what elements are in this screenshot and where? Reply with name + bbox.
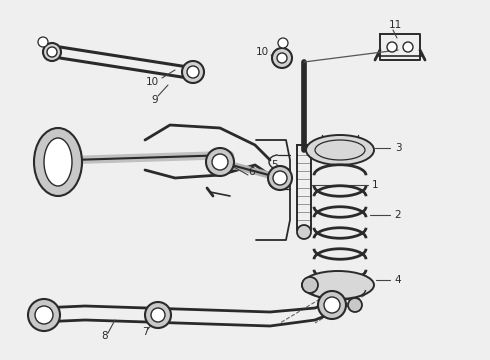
- Circle shape: [403, 42, 413, 52]
- Text: 1: 1: [372, 180, 378, 190]
- Text: 3: 3: [394, 143, 401, 153]
- Circle shape: [38, 37, 48, 47]
- Text: 5: 5: [271, 160, 278, 170]
- Circle shape: [387, 42, 397, 52]
- Text: 8: 8: [102, 331, 108, 341]
- Circle shape: [35, 306, 53, 324]
- Text: 10: 10: [255, 47, 269, 57]
- Text: 6: 6: [249, 167, 255, 177]
- Circle shape: [348, 298, 362, 312]
- Circle shape: [273, 171, 287, 185]
- Circle shape: [206, 148, 234, 176]
- Circle shape: [324, 297, 340, 313]
- Ellipse shape: [302, 271, 374, 299]
- Circle shape: [187, 66, 199, 78]
- Circle shape: [212, 154, 228, 170]
- Circle shape: [277, 53, 287, 63]
- Circle shape: [272, 48, 292, 68]
- Text: 4: 4: [394, 275, 401, 285]
- Ellipse shape: [44, 138, 72, 186]
- Circle shape: [318, 291, 346, 319]
- Ellipse shape: [34, 128, 82, 196]
- Circle shape: [182, 61, 204, 83]
- Circle shape: [297, 225, 311, 239]
- Ellipse shape: [306, 135, 374, 165]
- Circle shape: [145, 302, 171, 328]
- Circle shape: [268, 166, 292, 190]
- Text: 7: 7: [142, 327, 148, 337]
- Circle shape: [302, 277, 318, 293]
- Text: 2: 2: [394, 210, 401, 220]
- Text: 9: 9: [152, 95, 158, 105]
- Circle shape: [28, 299, 60, 331]
- Circle shape: [43, 43, 61, 61]
- Circle shape: [278, 38, 288, 48]
- Text: 10: 10: [146, 77, 159, 87]
- Circle shape: [151, 308, 165, 322]
- Text: 11: 11: [389, 20, 402, 30]
- Circle shape: [47, 47, 57, 57]
